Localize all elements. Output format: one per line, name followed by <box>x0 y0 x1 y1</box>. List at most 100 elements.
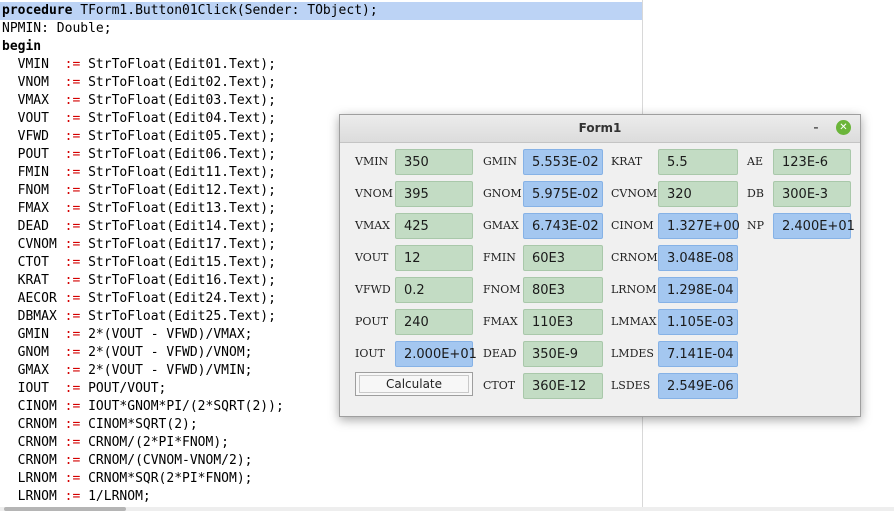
code-line: LRNOM := CRNOM*SQR(2*PI*FNOM); <box>2 470 253 488</box>
edit-ae[interactable]: 123E-6 <box>773 149 851 175</box>
code-line: begin <box>2 38 41 56</box>
field-label-iout: IOUT <box>355 347 385 360</box>
edit-fnom[interactable]: 80E3 <box>523 277 603 303</box>
field-label-ctot: CTOT <box>483 379 516 392</box>
field-label-gmax: GMAX <box>483 219 519 232</box>
title-bar[interactable]: Form1 - ✕ <box>340 115 860 143</box>
assign-expression: StrToFloat(Edit25.Text); <box>80 309 276 324</box>
edit-np[interactable]: 2.400E+01 <box>773 213 855 239</box>
assign-operator: := <box>64 93 81 108</box>
edit-cvnom[interactable]: 320 <box>658 181 738 207</box>
edit-vmin[interactable]: 350 <box>395 149 473 175</box>
assign-target: AECOR <box>2 291 65 306</box>
code-line: DEAD := StrToFloat(Edit14.Text); <box>2 218 276 236</box>
close-button[interactable]: ✕ <box>836 120 851 135</box>
assign-operator: := <box>64 273 81 288</box>
assign-expression: StrToFloat(Edit14.Text); <box>80 219 276 234</box>
field-label-ae: AE <box>747 155 763 168</box>
edit-vout[interactable]: 12 <box>395 245 473 271</box>
edit-vfwd[interactable]: 0.2 <box>395 277 473 303</box>
assign-expression: StrToFloat(Edit11.Text); <box>80 165 276 180</box>
assign-expression: 2*(VOUT - VFWD)/VMIN; <box>80 363 253 378</box>
code-line: GNOM := 2*(VOUT - VFWD)/VNOM; <box>2 344 253 362</box>
field-label-vfwd: VFWD <box>355 283 391 296</box>
code-line: KRAT := StrToFloat(Edit16.Text); <box>2 272 276 290</box>
edit-gmin[interactable]: 5.553E-02 <box>523 149 603 175</box>
assign-target: CRNOM <box>2 435 65 450</box>
edit-gmax[interactable]: 6.743E-02 <box>523 213 603 239</box>
code-line: VMAX := StrToFloat(Edit03.Text); <box>2 92 276 110</box>
assign-operator: := <box>64 165 81 180</box>
edit-vmax[interactable]: 425 <box>395 213 473 239</box>
scrollbar-thumb[interactable] <box>4 507 126 511</box>
code-line: CRNOM := CRNOM/(CVNOM-VNOM/2); <box>2 452 253 470</box>
calculate-button[interactable]: Calculate <box>355 372 473 396</box>
assign-target: VOUT <box>2 111 65 126</box>
assign-target: VFWD <box>2 129 65 144</box>
assign-expression: StrToFloat(Edit04.Text); <box>80 111 276 126</box>
edit-lsdes[interactable]: 2.549E-06 <box>658 373 738 399</box>
field-label-lrnom: LRNOM <box>611 283 657 296</box>
code-line: FMAX := StrToFloat(Edit13.Text); <box>2 200 276 218</box>
edit-crnom[interactable]: 3.048E-08 <box>658 245 738 271</box>
assign-target: CTOT <box>2 255 65 270</box>
assign-operator: := <box>64 147 81 162</box>
code-line: procedure TForm1.Button01Click(Sender: T… <box>0 2 642 20</box>
edit-gnom[interactable]: 5.975E-02 <box>523 181 603 207</box>
edit-dead[interactable]: 350E-9 <box>523 341 603 367</box>
edit-iout[interactable]: 2.000E+01 <box>395 341 477 367</box>
assign-target: LRNOM <box>2 471 65 486</box>
edit-ctot[interactable]: 360E-12 <box>523 373 603 399</box>
assign-operator: := <box>64 435 81 450</box>
code-line: VMIN := StrToFloat(Edit01.Text); <box>2 56 276 74</box>
assign-target: LRNOM <box>2 489 65 504</box>
edit-fmax[interactable]: 110E3 <box>523 309 603 335</box>
assign-expression: CINOM*SQRT(2); <box>80 417 198 432</box>
horizontal-scrollbar[interactable] <box>0 507 894 511</box>
field-label-gnom: GNOM <box>483 187 522 200</box>
code-text: TForm1.Button01Click(Sender: TObject); <box>72 3 378 18</box>
field-label-dead: DEAD <box>483 347 517 360</box>
edit-pout[interactable]: 240 <box>395 309 473 335</box>
keyword: begin <box>2 39 42 54</box>
calculate-button-focus-ring <box>359 375 469 393</box>
minimize-button[interactable]: - <box>813 118 819 136</box>
assign-expression: StrToFloat(Edit01.Text); <box>80 57 276 72</box>
assign-target: FNOM <box>2 183 65 198</box>
assign-expression: StrToFloat(Edit17.Text); <box>80 237 276 252</box>
assign-expression: CRNOM/(CVNOM-VNOM/2); <box>80 453 253 468</box>
edit-db[interactable]: 300E-3 <box>773 181 851 207</box>
assign-target: GNOM <box>2 345 65 360</box>
assign-target: GMIN <box>2 327 65 342</box>
assign-target: VMAX <box>2 93 65 108</box>
assign-operator: := <box>64 489 81 504</box>
code-line: CTOT := StrToFloat(Edit15.Text); <box>2 254 276 272</box>
assign-expression: StrToFloat(Edit05.Text); <box>80 129 276 144</box>
edit-krat[interactable]: 5.5 <box>658 149 738 175</box>
assign-target: POUT <box>2 147 65 162</box>
field-label-lsdes: LSDES <box>611 379 651 392</box>
edit-fmin[interactable]: 60E3 <box>523 245 603 271</box>
assign-expression: CRNOM*SQR(2*PI*FNOM); <box>80 471 253 486</box>
assign-operator: := <box>64 75 81 90</box>
assign-target: FMIN <box>2 165 65 180</box>
field-label-krat: KRAT <box>611 155 643 168</box>
assign-expression: StrToFloat(Edit24.Text); <box>80 291 276 306</box>
code-line: CVNOM := StrToFloat(Edit17.Text); <box>2 236 276 254</box>
assign-target: KRAT <box>2 273 65 288</box>
assign-target: DEAD <box>2 219 65 234</box>
code-text: NPMIN: Double; <box>2 21 112 36</box>
field-label-fnom: FNOM <box>483 283 521 296</box>
edit-vnom[interactable]: 395 <box>395 181 473 207</box>
edit-lmmax[interactable]: 1.105E-03 <box>658 309 738 335</box>
assign-operator: := <box>64 201 81 216</box>
code-line: NPMIN: Double; <box>2 20 112 38</box>
code-line: IOUT := POUT/VOUT; <box>2 380 167 398</box>
code-line: VFWD := StrToFloat(Edit05.Text); <box>2 128 276 146</box>
edit-lmdes[interactable]: 7.141E-04 <box>658 341 738 367</box>
edit-lrnom[interactable]: 1.298E-04 <box>658 277 738 303</box>
assign-expression: StrToFloat(Edit13.Text); <box>80 201 276 216</box>
edit-cinom[interactable]: 1.327E+00 <box>658 213 740 239</box>
assign-operator: := <box>64 363 81 378</box>
assign-operator: := <box>64 219 81 234</box>
